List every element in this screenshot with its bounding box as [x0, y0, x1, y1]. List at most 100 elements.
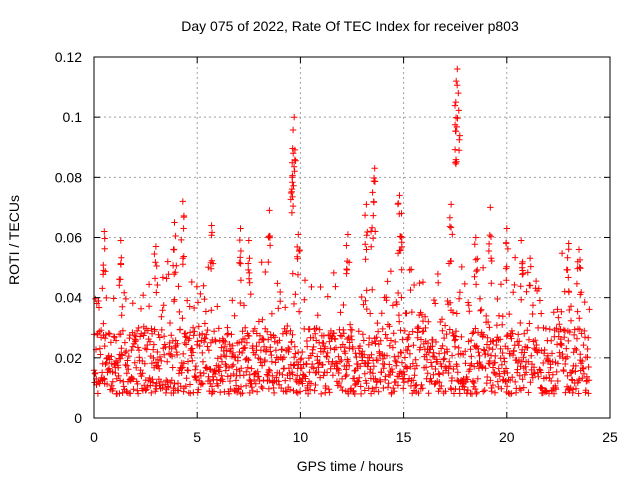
data-point — [145, 303, 153, 310]
data-point — [370, 199, 378, 206]
data-point — [224, 330, 232, 337]
data-point — [355, 328, 362, 335]
data-point — [565, 288, 573, 296]
data-point — [179, 315, 186, 322]
data-point — [477, 307, 484, 314]
data-point — [393, 358, 400, 366]
data-point — [320, 339, 327, 347]
data-point — [550, 390, 558, 397]
data-point — [262, 268, 269, 276]
data-point — [454, 369, 461, 376]
data-point — [424, 339, 432, 347]
data-point — [500, 355, 508, 362]
data-point — [429, 343, 436, 350]
data-point — [171, 380, 178, 388]
data-point — [434, 270, 442, 278]
data-point — [553, 325, 560, 332]
data-point — [389, 369, 396, 376]
data-point — [358, 293, 365, 301]
y-tick-label: 0.08 — [55, 169, 82, 185]
data-point — [199, 349, 206, 357]
data-point — [370, 212, 377, 219]
data-point — [367, 310, 374, 317]
data-point — [406, 266, 413, 274]
data-point — [294, 271, 302, 278]
data-point — [338, 375, 346, 383]
data-point — [580, 341, 587, 349]
data-point — [101, 228, 108, 235]
data-point — [165, 384, 172, 391]
data-point — [484, 318, 492, 326]
data-point — [188, 278, 195, 286]
data-point — [125, 366, 132, 373]
data-point — [180, 225, 187, 232]
data-point — [268, 351, 275, 359]
data-point — [450, 365, 457, 373]
data-point — [415, 389, 422, 397]
data-point — [118, 312, 125, 319]
data-point — [275, 381, 283, 388]
data-point — [233, 366, 240, 373]
data-point — [435, 279, 442, 286]
data-point — [537, 369, 545, 376]
data-point — [575, 390, 582, 397]
data-point — [346, 321, 354, 328]
data-point — [504, 331, 511, 339]
data-point — [422, 324, 429, 332]
data-point — [117, 331, 124, 338]
data-point — [409, 328, 416, 335]
data-point — [290, 182, 297, 189]
data-point — [321, 343, 329, 350]
data-point — [472, 325, 479, 332]
data-point — [473, 389, 480, 396]
data-point — [334, 365, 341, 372]
data-point — [285, 348, 292, 356]
data-point — [158, 357, 165, 365]
data-point — [524, 327, 531, 334]
data-point — [266, 367, 273, 374]
data-point — [471, 363, 478, 370]
data-point — [193, 283, 201, 290]
data-point — [117, 260, 124, 267]
data-point — [189, 324, 197, 331]
data-point — [441, 322, 449, 329]
data-point — [289, 270, 296, 277]
data-point — [517, 319, 524, 327]
data-point — [481, 347, 488, 354]
data-point — [222, 338, 229, 346]
x-tick-label: 15 — [396, 429, 412, 445]
data-point — [557, 326, 564, 333]
data-point — [329, 358, 336, 365]
data-point — [548, 337, 555, 344]
data-point — [109, 378, 116, 385]
data-point — [561, 334, 568, 341]
data-point — [123, 347, 130, 355]
data-point — [467, 346, 474, 353]
data-point — [446, 223, 454, 230]
data-point — [517, 283, 524, 290]
data-point — [451, 343, 459, 350]
data-point — [472, 234, 479, 241]
data-point — [451, 102, 459, 109]
data-point — [504, 345, 512, 352]
data-point — [472, 385, 479, 393]
data-point — [105, 352, 112, 359]
data-point — [149, 379, 157, 386]
data-point — [379, 355, 387, 363]
data-point — [155, 362, 162, 369]
data-point — [174, 380, 182, 387]
data-point — [327, 345, 334, 352]
data-point — [396, 233, 404, 240]
data-point — [332, 335, 339, 343]
data-point — [129, 300, 136, 307]
data-point — [524, 269, 531, 276]
data-point — [168, 353, 176, 360]
data-point — [219, 378, 226, 385]
data-point — [317, 283, 324, 291]
data-point — [344, 358, 352, 365]
data-point — [479, 364, 486, 371]
data-point — [362, 377, 369, 384]
data-point — [159, 274, 167, 281]
data-point — [118, 351, 125, 358]
data-point — [108, 382, 115, 389]
